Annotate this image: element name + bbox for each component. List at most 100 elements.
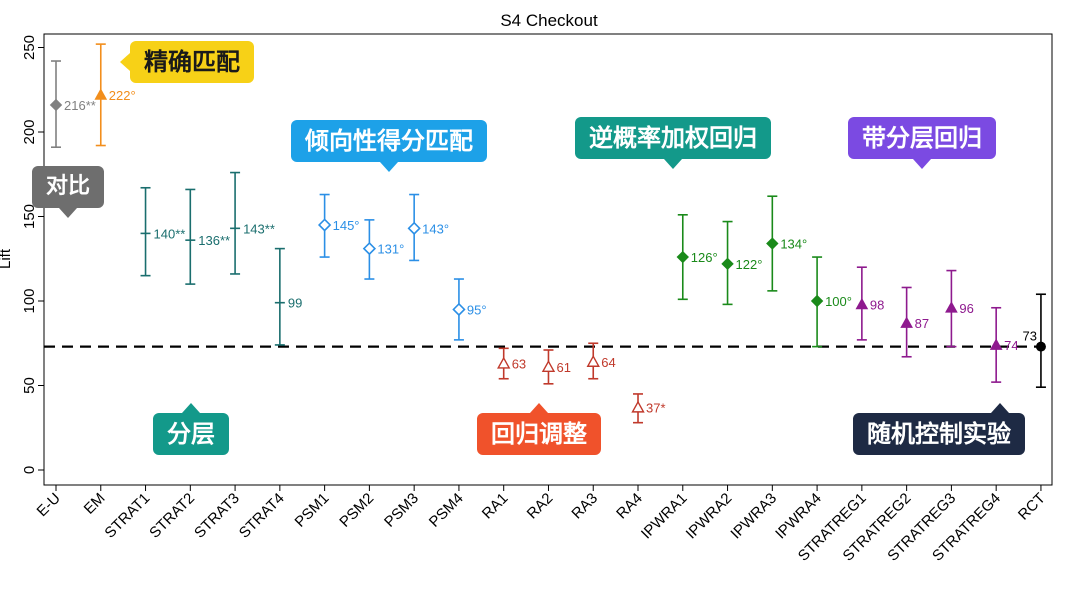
estimate-stratreg2: 87 <box>900 286 929 358</box>
x-tick-label: IPWRA1 <box>638 490 691 543</box>
x-tick-label: RA1 <box>479 490 512 523</box>
data-label: 131° <box>377 242 404 257</box>
data-label: 37* <box>646 400 666 415</box>
callout-stratreg: 带分层回归 <box>848 117 996 169</box>
x-tick-label: PSM1 <box>292 490 333 531</box>
estimate-ra4: 37* <box>631 393 666 424</box>
x-tick-label: RCT <box>1015 490 1049 524</box>
x-tick-label: PSM2 <box>336 490 377 531</box>
x-tick-label: PSM3 <box>381 490 422 531</box>
estimate-e-u: 216** <box>49 60 96 149</box>
estimate-ra3: 64 <box>586 342 616 380</box>
estimate-em: 222° <box>94 43 136 147</box>
point-marker <box>721 257 734 271</box>
data-label: 143** <box>243 221 275 236</box>
estimate-ra1: 63 <box>497 347 526 380</box>
point-marker <box>900 316 913 328</box>
callout-compare: 对比 <box>32 166 105 218</box>
callout-strat: 分层 <box>153 403 229 455</box>
estimate-stratreg3: 96 <box>945 269 974 348</box>
estimate-ipwra4: 100° <box>810 256 852 348</box>
y-axis: 0 50 100 150 200 250 <box>21 35 44 474</box>
estimate-strat4: 99 <box>274 247 302 346</box>
estimate-stratreg4: 74 <box>989 306 1019 383</box>
data-label: 64 <box>601 355 615 370</box>
x-tick-label: RA2 <box>524 490 557 523</box>
estimate-ipwra3: 134° <box>766 195 807 292</box>
data-label: 74 <box>1004 338 1018 353</box>
data-label: 222° <box>109 88 136 103</box>
x-tick-label: EM <box>81 490 109 518</box>
estimate-ipwra2: 122° <box>721 220 763 306</box>
y-tick-label: 0 <box>21 466 38 474</box>
callout-rct: 随机控制实验 <box>853 403 1025 455</box>
x-tick-label: IPWRA2 <box>683 490 736 543</box>
data-label: 63 <box>512 357 526 372</box>
callout-exact-match: 精确匹配 <box>120 41 254 83</box>
point-marker <box>49 98 63 112</box>
estimate-ipwra1: 126° <box>676 214 718 301</box>
estimate-strat2: 136** <box>185 188 230 285</box>
point-marker <box>855 297 869 310</box>
estimate-stratreg1: 98 <box>855 266 884 341</box>
point-marker <box>586 354 600 367</box>
y-tick-label: 50 <box>21 377 38 394</box>
data-label: 95° <box>467 302 487 317</box>
x-tick-label: RA4 <box>613 490 646 523</box>
data-label: 96 <box>959 301 973 316</box>
y-tick-label: 100 <box>21 288 38 313</box>
point-marker <box>541 359 556 373</box>
x-tick-label: STRAT1 <box>101 490 153 542</box>
point-marker <box>497 356 511 369</box>
point-marker <box>989 338 1003 350</box>
data-label: 143° <box>422 221 449 236</box>
estimate-strat3: 143** <box>230 171 275 275</box>
estimate-psm4: 95° <box>452 278 487 341</box>
data-label: 99 <box>288 296 302 311</box>
data-label: 122° <box>736 257 763 272</box>
callout-ipwra: 逆概率加权回归 <box>575 117 771 169</box>
point-marker <box>631 400 645 413</box>
estimates-series: 216** 222° 140** 136** 143** 99 145° 131° 143° 95… <box>49 43 1046 424</box>
y-tick-label: 150 <box>21 204 38 229</box>
data-label: 140** <box>154 226 186 241</box>
callout-psm: 倾向性得分匹配 <box>291 120 487 172</box>
data-label: 134° <box>780 237 807 252</box>
x-tick-label: PSM4 <box>426 490 467 531</box>
data-label: 136** <box>198 233 230 248</box>
x-tick-label: RA3 <box>568 490 601 523</box>
point-marker <box>1035 341 1046 352</box>
x-tick-label: STRAT4 <box>236 490 288 542</box>
point-marker <box>317 218 332 232</box>
y-tick-label: 200 <box>21 119 38 144</box>
data-label: 87 <box>915 316 929 331</box>
estimate-psm3: 143° <box>407 193 449 262</box>
data-label: 126° <box>691 250 718 265</box>
point-marker <box>810 294 824 308</box>
point-marker <box>94 88 108 100</box>
point-marker <box>407 221 421 235</box>
estimate-strat1: 140** <box>140 186 186 277</box>
estimate-psm1: 145° <box>317 193 360 258</box>
x-tick-label: E-U <box>34 490 64 520</box>
x-tick-label: STRAT2 <box>146 490 198 542</box>
point-marker <box>362 241 377 256</box>
data-label: 73 <box>1022 329 1036 344</box>
x-tick-label: STRAT3 <box>191 490 243 542</box>
callout-ra: 回归调整 <box>477 403 601 455</box>
y-tick-label: 250 <box>21 35 38 60</box>
estimate-rct: 73 <box>1022 293 1046 388</box>
y-axis-label: Lift <box>0 248 14 269</box>
data-label: 98 <box>870 297 884 312</box>
point-marker <box>676 250 689 264</box>
point-marker <box>766 237 779 250</box>
data-label: 216** <box>64 98 96 113</box>
data-label: 61 <box>556 360 570 375</box>
data-label: 145° <box>333 218 360 233</box>
chart-title: S4 Checkout <box>500 11 598 30</box>
point-marker <box>945 301 958 313</box>
estimate-psm2: 131° <box>362 219 404 280</box>
point-marker <box>452 302 466 317</box>
